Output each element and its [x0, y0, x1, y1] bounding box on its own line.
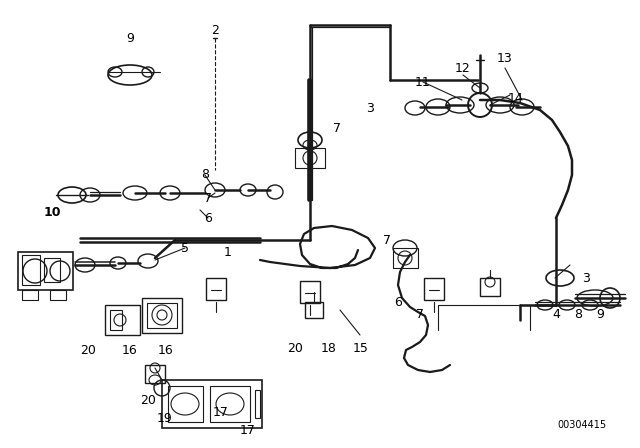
Bar	[142, 298, 182, 333]
Text: 19: 19	[157, 412, 173, 425]
Text: 6: 6	[394, 296, 402, 309]
Text: 16: 16	[122, 344, 138, 357]
Bar	[206, 278, 226, 300]
Bar	[50, 290, 66, 300]
Text: 15: 15	[353, 341, 369, 354]
Text: 18: 18	[321, 341, 337, 354]
Bar	[300, 281, 320, 303]
Bar	[44, 258, 60, 282]
Bar	[147, 303, 177, 328]
Bar	[305, 302, 323, 318]
Bar	[22, 290, 38, 300]
Bar	[295, 148, 325, 168]
Text: 3: 3	[366, 102, 374, 115]
Text: 7: 7	[204, 191, 212, 204]
Text: 17: 17	[240, 423, 256, 436]
Bar	[145, 365, 165, 383]
Text: 13: 13	[497, 52, 513, 65]
Text: 9: 9	[126, 31, 134, 44]
Bar	[393, 248, 418, 268]
Text: 00304415: 00304415	[557, 420, 607, 430]
Text: 7: 7	[333, 121, 341, 134]
Bar	[105, 305, 140, 335]
Bar	[162, 380, 262, 428]
Bar	[18, 252, 73, 290]
Bar	[22, 255, 40, 285]
Text: 20: 20	[287, 341, 303, 354]
Text: 14: 14	[508, 91, 524, 104]
Text: 11: 11	[415, 76, 431, 89]
Text: 7: 7	[416, 309, 424, 322]
Bar	[480, 278, 500, 296]
Text: 4: 4	[552, 309, 560, 322]
Text: 3: 3	[582, 271, 590, 284]
Text: 8: 8	[201, 168, 209, 181]
Bar	[110, 310, 122, 330]
Text: 8: 8	[574, 309, 582, 322]
Text: 9: 9	[596, 309, 604, 322]
Bar	[168, 386, 203, 422]
Text: 10: 10	[44, 206, 61, 219]
Text: 7: 7	[383, 233, 391, 246]
Text: 1: 1	[224, 246, 232, 258]
Text: 16: 16	[158, 344, 174, 357]
Text: 2: 2	[211, 23, 219, 36]
Text: 20: 20	[80, 344, 96, 357]
Bar	[210, 386, 250, 422]
Text: 20: 20	[140, 393, 156, 406]
Text: 5: 5	[181, 241, 189, 254]
Bar	[255, 390, 260, 418]
Text: 17: 17	[213, 405, 229, 418]
Bar	[424, 278, 444, 300]
Text: 12: 12	[455, 61, 471, 74]
Text: 6: 6	[204, 211, 212, 224]
